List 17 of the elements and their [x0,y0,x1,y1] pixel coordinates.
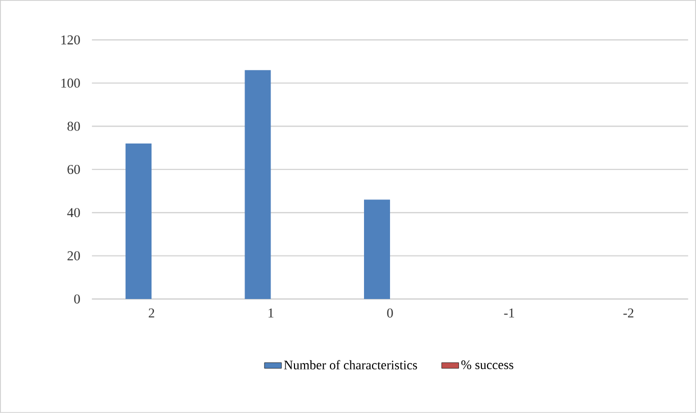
bar [364,200,390,300]
x-tick-label: -1 [504,308,514,318]
x-tick-label: 1 [268,308,274,318]
y-tick-label: 20 [68,251,80,260]
y-tick-label: 120 [61,35,80,44]
x-tick-label: -2 [623,308,634,318]
x-tick-label: 0 [387,308,393,318]
legend-label: Number of characteristics [284,360,418,370]
y-tick-label: 60 [68,164,80,174]
bar [244,70,271,300]
legend-label: % success [461,360,514,370]
x-tick-label: 2 [148,308,154,318]
y-tick-label: 0 [74,294,80,304]
y-tick-label: 100 [61,78,80,88]
bar [126,144,152,300]
y-tick-label: 40 [67,208,80,218]
y-tick-label: 80 [67,122,80,131]
